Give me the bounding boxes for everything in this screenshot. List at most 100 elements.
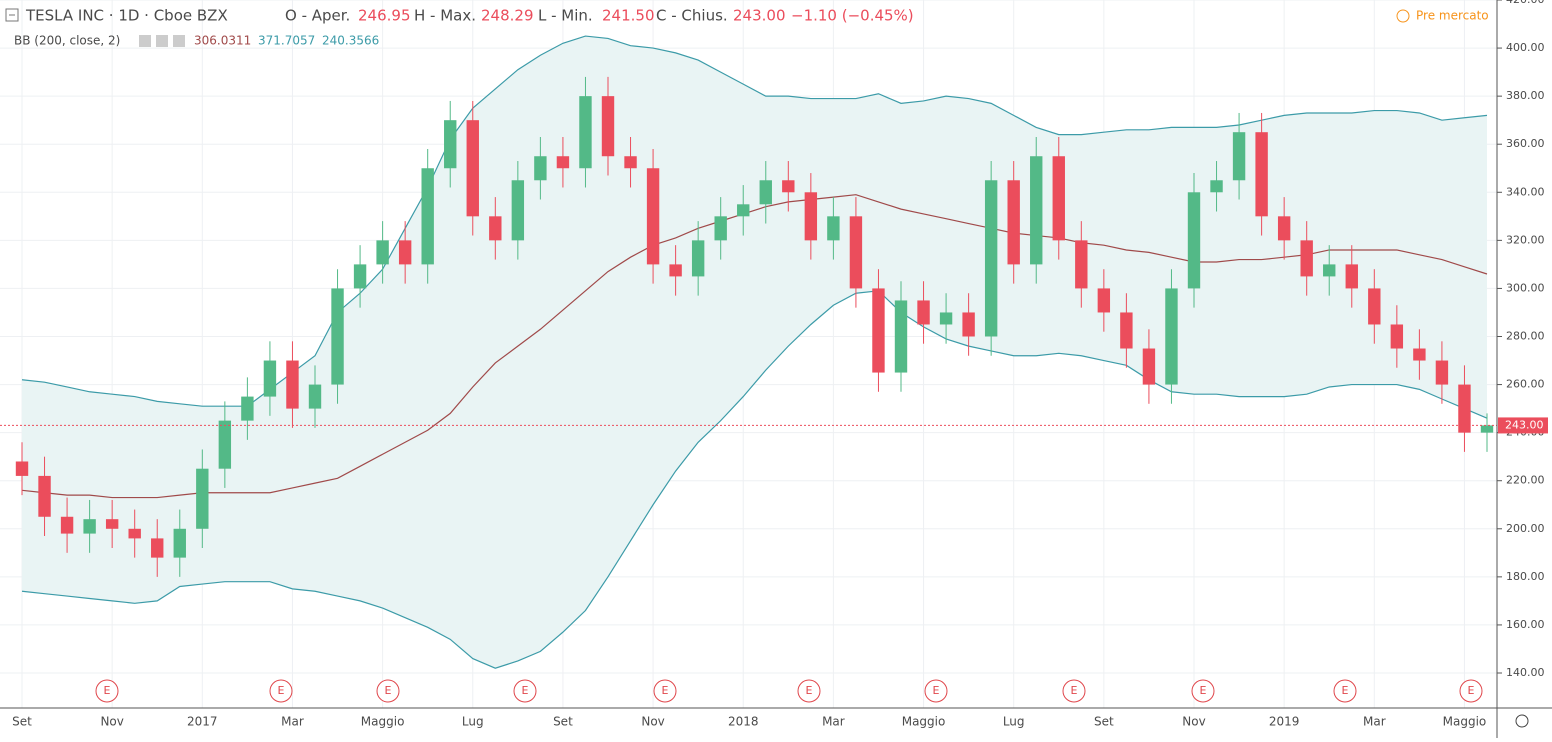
earnings-label: E — [662, 684, 669, 697]
low-label: L - Min. — [538, 7, 593, 25]
earnings-label: E — [1468, 684, 1475, 697]
earnings-marker — [924, 679, 948, 703]
candle-body — [1120, 312, 1133, 349]
earnings-marker — [513, 679, 537, 703]
candle-body — [849, 216, 863, 289]
earnings-label: E — [522, 684, 529, 697]
candle-body — [105, 519, 119, 529]
y-tick-label: 280.00 — [1506, 330, 1545, 343]
y-tick-label: 320.00 — [1506, 233, 1545, 246]
candle-body — [286, 360, 299, 409]
earnings-label: E — [933, 684, 940, 697]
indicator-value: 371.7057 — [258, 34, 315, 48]
x-tick-label: Nov — [641, 715, 664, 729]
candle-body — [151, 538, 164, 558]
candle-body — [308, 384, 322, 409]
earnings-label: E — [806, 684, 813, 697]
candle-body — [466, 120, 479, 217]
candle-body — [1413, 348, 1426, 361]
candle-body — [1142, 348, 1156, 385]
earnings-label: E — [1200, 684, 1207, 697]
earnings-marker — [1062, 679, 1086, 703]
x-tick-label: Nov — [1182, 715, 1205, 729]
earnings-marker — [269, 679, 293, 703]
candle-body — [60, 516, 74, 534]
settings-button[interactable] — [1515, 714, 1529, 728]
low-value: 241.50 — [602, 7, 655, 25]
x-tick-label: Set — [1094, 715, 1114, 729]
high-value: 248.29 — [481, 7, 534, 25]
candle-body — [1323, 264, 1336, 277]
candle-body — [1210, 180, 1223, 193]
earnings-label: E — [1071, 684, 1078, 697]
x-tick-label: Maggio — [361, 715, 405, 729]
y-tick-label: 180.00 — [1506, 570, 1545, 583]
open-label: O - Aper. — [285, 7, 350, 25]
candle-body — [624, 156, 637, 169]
close-value: 243.00 — [733, 7, 786, 25]
x-tick-label: 2018 — [728, 715, 759, 729]
candle-body — [1480, 425, 1494, 433]
indicator-settings[interactable] — [139, 35, 151, 47]
symbol[interactable]: TESLA INC · 1D · Cboe BZX — [25, 7, 228, 25]
status: Pre mercato — [1416, 9, 1489, 23]
earnings-marker — [653, 679, 677, 703]
candle-body — [804, 192, 818, 241]
candle-body — [579, 96, 592, 169]
x-tick-label: Maggio — [1443, 715, 1487, 729]
y-tick-label: 200.00 — [1506, 522, 1545, 535]
candle-body — [759, 180, 772, 205]
indicator-name[interactable]: BB (200, close, 2) — [14, 34, 120, 48]
candle-body — [1052, 156, 1065, 241]
candle-body — [939, 312, 953, 325]
candle-body — [353, 264, 367, 289]
y-tick-label: 400.00 — [1506, 41, 1545, 54]
candle-body — [691, 240, 705, 277]
candle-body — [1435, 360, 1449, 385]
y-tick-label: 160.00 — [1506, 618, 1545, 631]
y-tick-label: 360.00 — [1506, 137, 1545, 150]
x-tick-label: Mar — [822, 715, 845, 729]
x-tick-label: Mar — [1363, 715, 1386, 729]
close-label: C - Chius. — [656, 7, 728, 25]
candle-body — [894, 300, 908, 373]
candle-body — [421, 168, 434, 265]
last-price-label: 243.00 — [1505, 418, 1544, 431]
y-tick-label: 380.00 — [1506, 89, 1545, 102]
candle-body — [534, 156, 547, 181]
earnings-marker — [376, 679, 400, 703]
candle-body — [782, 180, 795, 193]
candle-body — [331, 288, 344, 385]
earnings-label: E — [1342, 684, 1349, 697]
candle-body — [646, 168, 660, 265]
candle-body — [962, 312, 975, 337]
candle-body — [1232, 132, 1246, 181]
candle-body — [601, 96, 615, 157]
earnings-label: E — [278, 684, 285, 697]
candle-body — [1277, 216, 1291, 241]
x-tick-label: Maggio — [902, 715, 946, 729]
change: −1.10 (−0.45%) — [791, 7, 914, 25]
indicator-format[interactable] — [156, 35, 168, 47]
candle-body — [1345, 264, 1358, 289]
last-price-tag — [1498, 417, 1548, 434]
earnings-marker — [95, 679, 119, 703]
open-value: 246.95 — [358, 7, 411, 25]
candle-body — [1097, 288, 1111, 313]
indicator-remove[interactable] — [173, 35, 185, 47]
candle-body — [218, 420, 232, 469]
earnings-marker — [1333, 679, 1357, 703]
candle-body — [15, 461, 29, 476]
y-tick-label: 260.00 — [1506, 378, 1545, 391]
candle-body — [1300, 240, 1313, 277]
y-tick-label: 220.00 — [1506, 474, 1545, 487]
candle-body — [714, 216, 727, 241]
candle-body — [669, 264, 682, 277]
band-fill — [22, 36, 1487, 669]
candle-body — [489, 216, 502, 241]
collapse-button[interactable] — [5, 8, 19, 22]
x-tick-label: Lug — [1003, 715, 1025, 729]
candle-body — [1007, 180, 1020, 265]
candle-body — [1030, 156, 1043, 265]
